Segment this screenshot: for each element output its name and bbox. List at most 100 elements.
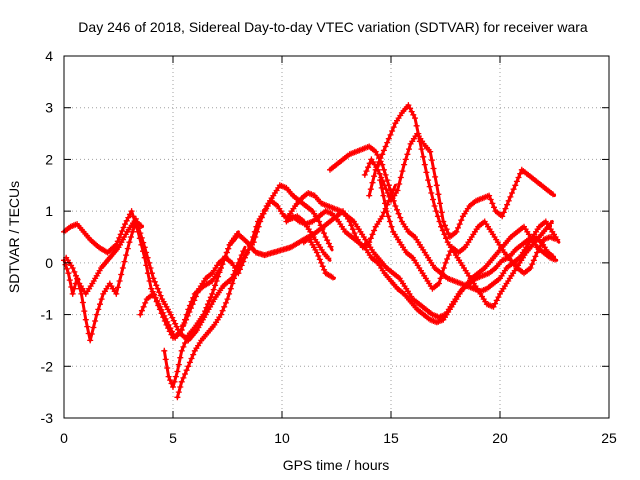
- data-point: [515, 174, 522, 181]
- data-point: [382, 171, 389, 178]
- data-point: [138, 234, 145, 241]
- data-point: [387, 131, 394, 138]
- data-point: [158, 310, 165, 317]
- y-tick-label: 4: [45, 48, 53, 64]
- data-point: [418, 146, 425, 153]
- data-point: [153, 282, 160, 289]
- series-track-4: [161, 231, 336, 390]
- data-point: [517, 170, 524, 177]
- data-point: [493, 297, 500, 304]
- data-point: [431, 203, 438, 209]
- y-tick-label: 0: [45, 255, 53, 271]
- data-point: [180, 374, 187, 381]
- data-point: [389, 128, 396, 134]
- data-point: [248, 239, 255, 246]
- data-point: [186, 309, 193, 315]
- data-point: [138, 307, 145, 314]
- data-point: [367, 186, 374, 193]
- data-point: [372, 148, 379, 155]
- data-point: [385, 135, 392, 142]
- data-point: [84, 323, 91, 330]
- data-point: [437, 275, 444, 282]
- data-point: [235, 270, 242, 277]
- data-point: [155, 302, 162, 309]
- data-point: [183, 316, 190, 323]
- data-point: [322, 234, 329, 240]
- data-point: [88, 331, 95, 337]
- data-point: [384, 201, 391, 208]
- data-point: [202, 308, 208, 315]
- data-point: [218, 265, 224, 271]
- data-point: [98, 296, 105, 303]
- data-point: [318, 259, 325, 266]
- data-point: [499, 213, 506, 220]
- data-point: [188, 355, 195, 362]
- data-point: [509, 190, 515, 196]
- data-point: [443, 235, 449, 242]
- grid-lines: [64, 56, 609, 418]
- data-point: [410, 111, 417, 118]
- data-point: [387, 193, 394, 200]
- data-point: [439, 270, 446, 277]
- data-point: [389, 190, 396, 196]
- data-point: [63, 265, 70, 272]
- data-point: [513, 178, 520, 185]
- data-point: [250, 234, 257, 240]
- data-point: [382, 205, 389, 212]
- data-point: [190, 351, 197, 358]
- data-point: [128, 234, 134, 240]
- data-point: [325, 255, 332, 262]
- data-point: [95, 306, 102, 313]
- data-point: [69, 265, 76, 271]
- data-point: [395, 210, 402, 217]
- data-point: [324, 237, 331, 244]
- data-point: [385, 213, 392, 220]
- data-point: [316, 256, 323, 263]
- data-point: [529, 261, 536, 268]
- data-point: [219, 307, 226, 314]
- data-point: [377, 155, 384, 162]
- x-tick-label: 25: [601, 430, 617, 446]
- data-point: [319, 263, 326, 270]
- data-point: [321, 230, 327, 237]
- data-point: [71, 268, 78, 275]
- data-point: [183, 367, 190, 374]
- data-point: [405, 102, 412, 109]
- data-point: [137, 230, 144, 237]
- y-tick-labels: -3 -2 -1 0 1 2 3 4: [41, 48, 54, 426]
- data-point: [491, 204, 497, 211]
- data-point: [321, 266, 328, 273]
- data-point: [177, 384, 184, 390]
- data-point: [216, 269, 223, 276]
- data-point: [432, 173, 439, 180]
- data-point: [231, 275, 237, 282]
- data-point: [174, 368, 181, 375]
- data-point: [157, 292, 164, 299]
- data-point: [421, 161, 428, 168]
- data-point: [120, 224, 127, 231]
- data-point: [154, 285, 161, 292]
- data-point: [116, 234, 123, 241]
- data-point: [224, 296, 231, 303]
- data-point: [537, 243, 544, 249]
- data-point: [425, 177, 432, 184]
- data-point: [212, 282, 219, 289]
- data-point: [170, 384, 176, 390]
- data-point: [246, 243, 253, 249]
- data-series: [61, 102, 561, 401]
- data-point: [407, 105, 414, 112]
- data-point: [453, 228, 460, 235]
- data-point: [439, 227, 446, 234]
- data-point: [327, 243, 334, 250]
- data-point: [313, 249, 320, 256]
- data-point: [361, 171, 368, 178]
- data-point: [441, 231, 448, 238]
- data-point: [97, 301, 103, 308]
- data-point: [315, 253, 322, 259]
- data-point: [123, 252, 130, 259]
- data-point: [530, 257, 537, 264]
- series-track-13: [300, 183, 397, 251]
- series-track-12: [377, 177, 559, 292]
- data-point: [434, 213, 441, 220]
- data-point: [495, 294, 502, 301]
